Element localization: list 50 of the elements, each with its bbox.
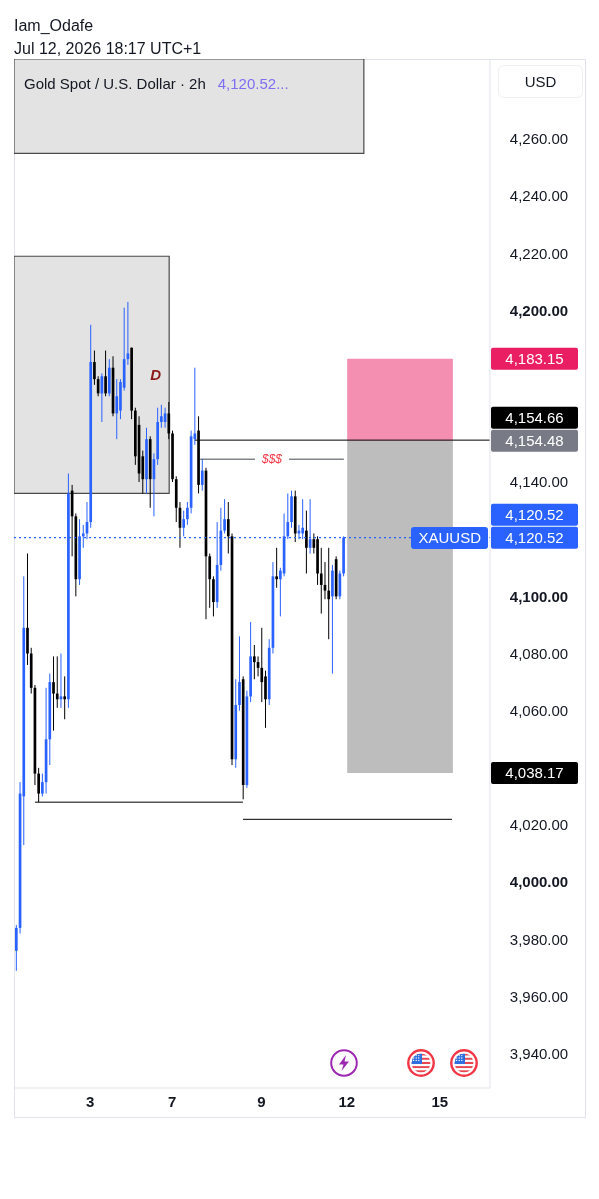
x-tick-label: 3 — [86, 1092, 95, 1110]
y-tick-label: 4,060.00 — [509, 701, 569, 719]
text: Iam_Odafe — [14, 16, 95, 36]
band-label: D — [150, 366, 162, 384]
y-tick-label: 4,100.00 — [509, 587, 569, 605]
text: Gold Spot / U.S. Dollar · 2h — [24, 75, 206, 92]
text: 4,154.48 — [505, 431, 564, 449]
ref-line-label: 4,120.52 — [505, 528, 564, 546]
y-tick-label: 4,020.00 — [509, 816, 569, 834]
candlestick — [167, 401, 171, 440]
candlestick — [52, 655, 55, 732]
candlestick — [305, 510, 308, 574]
candlestick — [160, 404, 163, 429]
candlestick — [319, 547, 323, 615]
x-tick-label: 12 — [338, 1092, 356, 1110]
text: 4,120.52... — [217, 75, 289, 92]
ref-line-label: $$$ — [260, 452, 283, 467]
annotation: XAUUSD — [411, 526, 488, 549]
y-axis-title: USD — [498, 65, 583, 98]
text: 4,183.15 — [505, 349, 564, 367]
candlestick — [260, 627, 264, 703]
candlestick — [264, 670, 267, 729]
y-tick-label: 4,260.00 — [509, 130, 569, 148]
y-tick-label: 3,960.00 — [509, 987, 569, 1005]
ref-line-label: 4,154.66 — [505, 408, 564, 426]
candlestick — [55, 655, 59, 709]
y-tick-label: 4,220.00 — [509, 244, 569, 262]
text: Jul 12, 2026 18:17 UTC+1 — [14, 39, 202, 59]
candlestick — [275, 547, 278, 589]
y-tick-label: 4,240.00 — [509, 187, 569, 205]
candlestick — [182, 510, 186, 537]
candlestick — [200, 458, 204, 492]
candlestick — [212, 575, 215, 617]
text: 4,038.17 — [505, 764, 564, 782]
y-tick-label: 4,000.00 — [509, 873, 569, 891]
y-tick-label: 3,940.00 — [509, 1044, 569, 1062]
y-tick-label: 4,200.00 — [509, 301, 569, 319]
y-tick-label: 4,140.00 — [509, 473, 569, 491]
candlestick — [327, 547, 331, 640]
candlestick — [238, 635, 241, 712]
x-tick-label: 9 — [257, 1092, 266, 1110]
candlestick — [93, 350, 96, 386]
y-tick-label: 4,080.00 — [509, 644, 569, 662]
candlestick — [63, 675, 67, 720]
candlestick — [104, 350, 107, 397]
y-tick-label: 3,980.00 — [509, 930, 569, 948]
x-tick-label: 7 — [167, 1092, 177, 1110]
text: 4,120.52 — [505, 505, 564, 523]
x-tick-label: 15 — [431, 1092, 449, 1110]
candlestick — [253, 644, 256, 680]
